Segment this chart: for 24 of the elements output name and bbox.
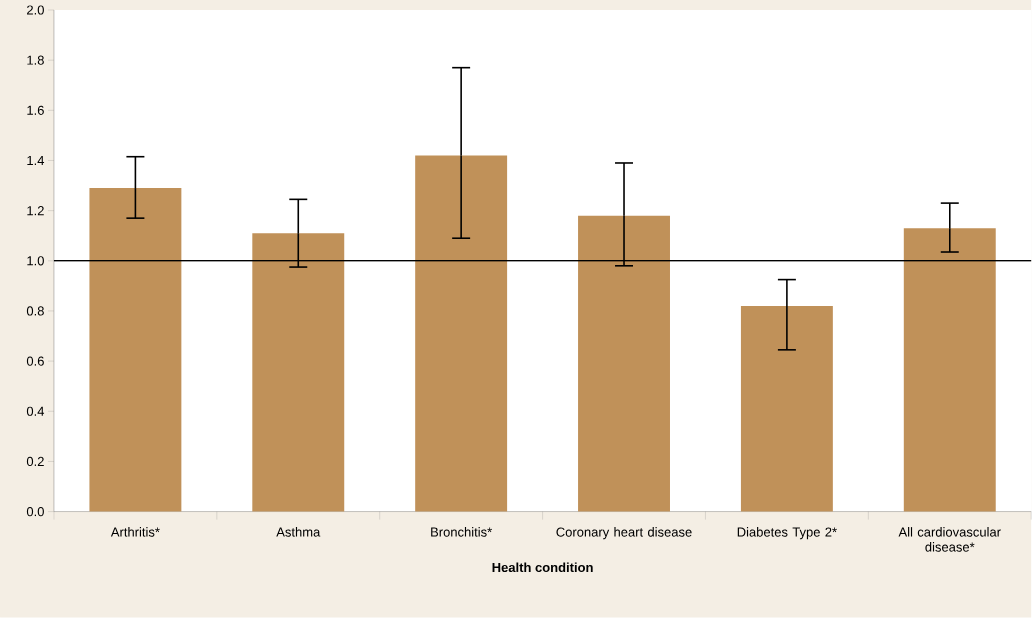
x-tick-label: Arthritis* (110, 527, 160, 537)
y-tick-label: 1.6 (27, 105, 44, 116)
x-tick-label: Asthma (276, 527, 321, 537)
y-tick-label: 0.6 (26, 356, 44, 366)
y-tick-label: 1.2 (27, 206, 44, 216)
bar (740, 306, 833, 512)
x-axis-title: Health condition (492, 562, 593, 573)
bar (252, 233, 345, 512)
y-tick-label: 0.2 (26, 457, 44, 467)
y-tick-label: 0.4 (26, 406, 45, 417)
bar (578, 215, 670, 512)
bar (89, 188, 182, 512)
bar (903, 228, 996, 512)
y-tick-label: 2.0 (27, 5, 44, 15)
bar (415, 155, 508, 512)
y-tick-label: 1.0 (27, 256, 44, 266)
y-tick-label: 1.4 (27, 156, 45, 166)
y-tick-label: 0.8 (26, 306, 44, 316)
x-tick-label: Coronary heart disease (556, 527, 692, 540)
y-tick-label: 1.8 (27, 55, 44, 65)
x-tick-label: Diabetes Type 2* (737, 527, 837, 540)
x-tick-label: Bronchitis* (431, 527, 492, 537)
y-tick-label: 0.0 (26, 507, 44, 517)
x-tick-label: All cardiovascular disease* (898, 527, 1001, 552)
